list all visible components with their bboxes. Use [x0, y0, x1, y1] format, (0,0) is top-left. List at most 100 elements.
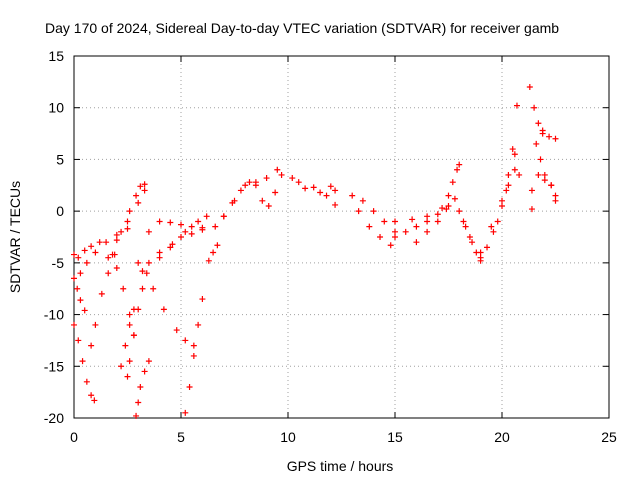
- data-point: [392, 228, 398, 235]
- data-point: [323, 192, 330, 199]
- series-arc-20: [252, 171, 285, 209]
- series-arc-40: [528, 206, 535, 213]
- data-point: [178, 221, 184, 228]
- data-point: [135, 199, 142, 206]
- series-arc-21: [289, 175, 309, 192]
- series-arc-04: [77, 225, 131, 277]
- data-point: [402, 228, 409, 235]
- x-tick-label: 25: [601, 429, 617, 445]
- series-arc-26: [355, 208, 394, 249]
- data-point: [156, 254, 163, 261]
- data-point: [182, 409, 189, 416]
- series-arc-31: [456, 208, 484, 264]
- data-point: [466, 234, 473, 240]
- data-point: [499, 202, 505, 209]
- data-point: [505, 182, 512, 189]
- data-point: [145, 228, 152, 235]
- data-point: [203, 213, 210, 220]
- data-point: [443, 206, 450, 213]
- series-arc-16: [182, 296, 206, 416]
- series-arc-28: [392, 195, 458, 225]
- data-point: [359, 197, 366, 204]
- series-arc-18: [212, 179, 253, 230]
- series-arc-02: [71, 239, 103, 261]
- data-point: [503, 187, 510, 194]
- data-point: [109, 251, 116, 258]
- data-point: [71, 321, 77, 328]
- data-point: [124, 225, 131, 232]
- data-point: [71, 275, 77, 282]
- data-point: [156, 249, 163, 256]
- data-point: [190, 352, 197, 359]
- series-arc-06: [105, 187, 148, 261]
- data-point: [150, 285, 157, 292]
- series-arc-17: [205, 242, 221, 264]
- data-point: [135, 399, 142, 406]
- data-point: [484, 244, 491, 251]
- data-point: [88, 392, 95, 399]
- chart-title: Day 170 of 2024, Sidereal Day-to-day VTE…: [45, 20, 559, 36]
- data-point: [454, 166, 461, 173]
- data-point: [83, 259, 90, 266]
- data-point: [332, 187, 339, 194]
- y-tick-label: -20: [44, 410, 64, 426]
- data-point: [91, 397, 98, 404]
- data-point: [135, 306, 142, 313]
- data-point: [511, 151, 518, 158]
- data-point: [145, 358, 152, 365]
- data-point: [413, 223, 420, 230]
- data-point: [392, 234, 398, 240]
- data-point: [490, 228, 497, 235]
- data-point: [535, 120, 542, 127]
- data-point: [186, 383, 193, 390]
- data-point: [74, 285, 81, 292]
- series-arc-01: [71, 321, 98, 404]
- data-point: [214, 242, 221, 249]
- series-arc-19: [220, 166, 281, 220]
- data-point: [370, 208, 377, 215]
- data-point: [477, 249, 484, 256]
- data-point: [190, 342, 197, 349]
- data-point: [413, 239, 420, 246]
- data-point: [434, 211, 441, 218]
- series-arc-23: [327, 183, 339, 194]
- data-point: [462, 223, 469, 230]
- data-point: [409, 216, 416, 223]
- data-point: [424, 213, 431, 220]
- data-point: [145, 259, 152, 266]
- data-point: [188, 223, 195, 230]
- data-point: [178, 234, 184, 240]
- series-arc-39: [537, 156, 559, 204]
- data-point: [79, 358, 86, 365]
- data-point: [141, 368, 148, 375]
- data-point: [83, 378, 90, 385]
- data-point: [278, 171, 285, 178]
- data-point: [302, 185, 309, 192]
- data-point: [552, 192, 559, 199]
- series-arc-37: [533, 130, 559, 147]
- data-point: [488, 223, 495, 230]
- x-tick-label: 0: [70, 429, 78, 445]
- data-point: [210, 249, 217, 256]
- data-point: [77, 297, 84, 304]
- data-point: [526, 84, 533, 91]
- series-arc-36: [526, 84, 546, 134]
- data-point: [212, 223, 219, 230]
- y-tick-label: 5: [56, 151, 64, 167]
- x-tick-label: 10: [280, 429, 296, 445]
- data-point: [295, 179, 302, 186]
- data-point: [77, 270, 84, 277]
- data-point: [141, 181, 148, 188]
- data-point: [289, 175, 296, 182]
- data-point: [451, 195, 458, 202]
- data-point: [541, 177, 548, 184]
- y-tick-label: 0: [56, 203, 64, 219]
- data-point: [124, 218, 131, 225]
- data-point: [126, 358, 133, 365]
- series-arc-10: [124, 285, 146, 380]
- data-point: [173, 327, 180, 334]
- data-point: [242, 182, 249, 189]
- data-point: [424, 218, 431, 225]
- series-arc-34: [494, 102, 520, 225]
- x-axis-label: GPS time / hours: [287, 458, 394, 474]
